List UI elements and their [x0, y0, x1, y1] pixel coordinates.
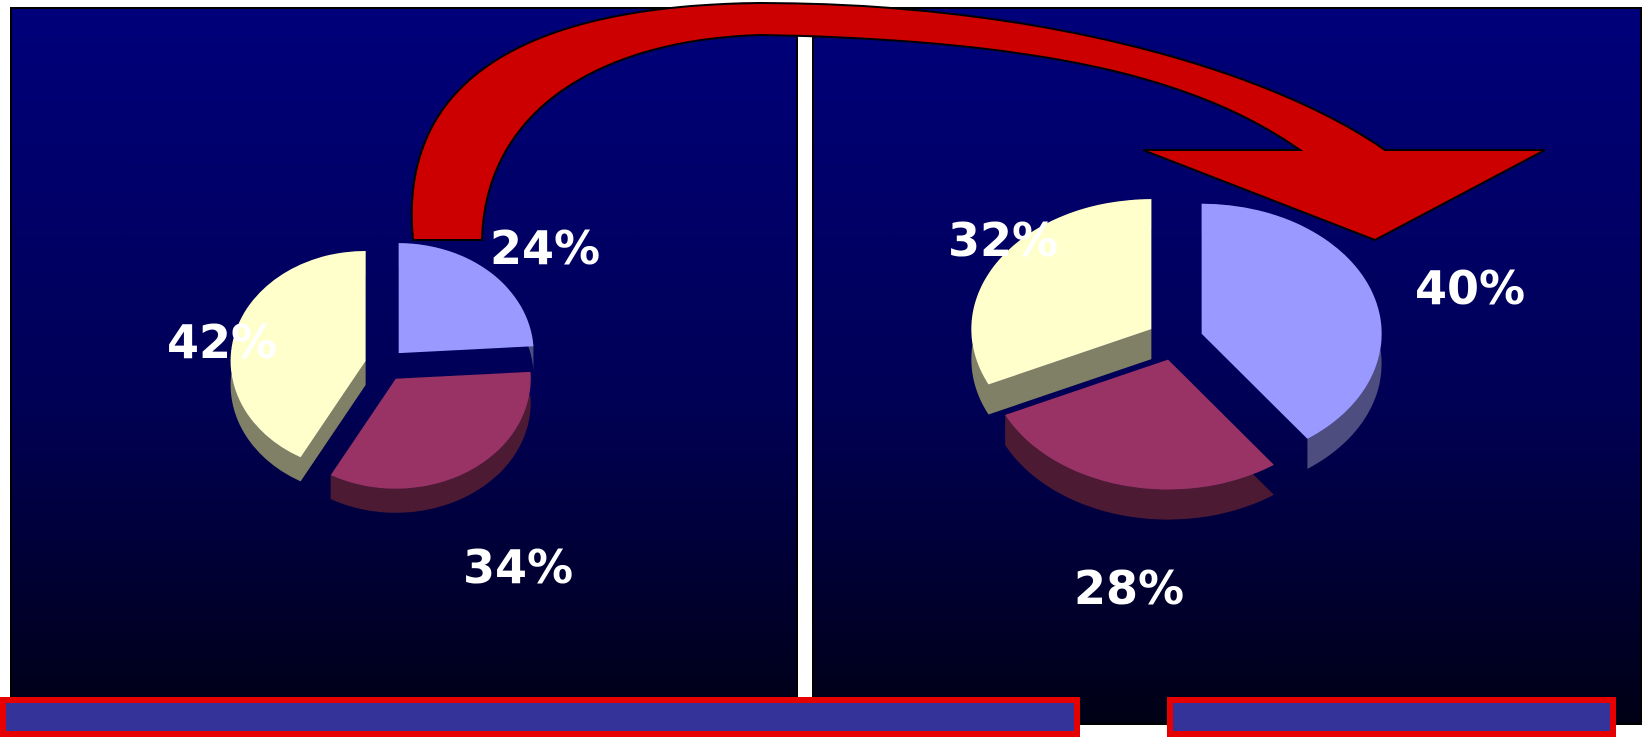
slice-label-28: 28%: [1074, 561, 1184, 615]
slice-label-32: 32%: [948, 213, 1058, 267]
transfer-arrow: [410, 1, 1546, 242]
pie-slice: [1201, 203, 1382, 439]
caption-box-right: [1167, 697, 1616, 737]
pie-slice: [398, 243, 534, 354]
pie-slice: [1005, 359, 1274, 490]
slice-label-40: 40%: [1415, 261, 1525, 315]
slice-label-24: 24%: [490, 221, 600, 275]
caption-box-left: [0, 697, 1080, 737]
pie-chart-after: [971, 199, 1382, 520]
slice-label-34: 34%: [463, 540, 573, 594]
pie-slice: [330, 371, 531, 489]
right-chart-panel: [812, 7, 1642, 725]
pie-chart-before: [230, 243, 534, 513]
pie-slice: [971, 199, 1152, 385]
slice-label-42: 42%: [167, 315, 277, 369]
pie-slice-side: [330, 371, 531, 513]
left-chart-panel: [10, 7, 798, 725]
pie-slice: [230, 250, 366, 458]
